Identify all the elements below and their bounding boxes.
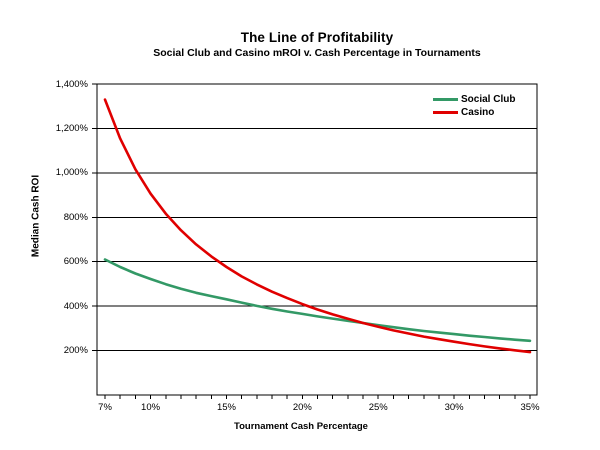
series-line-casino bbox=[103, 98, 532, 354]
chart-subtitle: Social Club and Casino mROI v. Cash Perc… bbox=[153, 47, 481, 59]
x-tick-label: 35% bbox=[520, 402, 540, 413]
legend-item-social-club: Social Club bbox=[433, 93, 515, 106]
x-tick-label: 7% bbox=[98, 402, 112, 413]
y-tick-label: 1,000% bbox=[55, 167, 88, 179]
x-tick-label: 30% bbox=[444, 402, 464, 413]
y-tick-label: 600% bbox=[63, 256, 88, 268]
y-tick-label: 800% bbox=[63, 211, 88, 223]
series-line-social-club bbox=[103, 258, 532, 343]
axis-ticks bbox=[92, 83, 531, 399]
plot-border bbox=[96, 83, 538, 396]
casino-line-swatch bbox=[433, 111, 458, 114]
x-axis-title: Tournament Cash Percentage bbox=[234, 421, 368, 432]
social-club-line-swatch bbox=[433, 98, 458, 101]
y-tick-label: 1,400% bbox=[55, 78, 88, 90]
x-tick-label: 20% bbox=[292, 402, 312, 413]
legend-item-casino: Casino bbox=[433, 106, 515, 119]
legend-label-casino: Casino bbox=[461, 107, 495, 118]
series-lines bbox=[103, 98, 532, 354]
x-tick-label: 10% bbox=[141, 402, 161, 413]
chart-title: The Line of Profitability bbox=[240, 30, 394, 45]
y-tick-label: 1,200% bbox=[55, 122, 88, 134]
y-tick-label: 200% bbox=[63, 345, 88, 357]
legend-label-social-club: Social Club bbox=[461, 94, 516, 105]
x-tick-label: 25% bbox=[368, 402, 388, 413]
plot-border-rect bbox=[96, 83, 538, 396]
y-axis-title: Median Cash ROI bbox=[30, 174, 42, 258]
y-tick-label: 400% bbox=[63, 300, 88, 312]
x-tick-label: 15% bbox=[216, 402, 236, 413]
legend: Social Club Casino bbox=[433, 93, 515, 119]
